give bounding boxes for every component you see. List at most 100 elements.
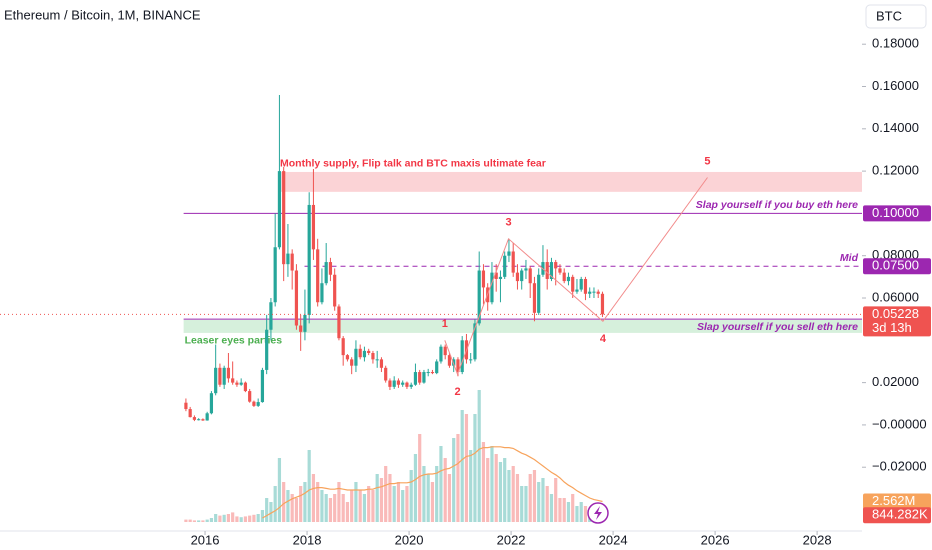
volume-bar xyxy=(277,458,282,522)
x-tick-label: 2018 xyxy=(293,532,322,547)
volume-bar xyxy=(311,474,316,522)
candle-body xyxy=(452,359,456,366)
candle-body xyxy=(324,262,328,284)
volume-bar xyxy=(477,390,481,522)
volume-bar xyxy=(209,518,214,522)
candle-body xyxy=(371,353,375,360)
volume-bar xyxy=(354,482,358,522)
candle-body xyxy=(282,171,286,265)
level-tag-bg xyxy=(863,205,931,222)
volume-bar xyxy=(362,494,367,522)
candle-body xyxy=(490,272,494,303)
candle-body xyxy=(248,391,252,402)
volume-bar xyxy=(307,450,311,522)
volume-bar xyxy=(447,474,452,522)
volume-bar xyxy=(443,458,447,522)
currency-button[interactable] xyxy=(865,4,927,29)
candle-body xyxy=(545,262,549,279)
volume-bar xyxy=(566,502,571,522)
candle-body xyxy=(571,276,575,292)
volume-bar xyxy=(549,494,554,522)
candle-body xyxy=(520,270,524,282)
candle-body xyxy=(503,255,507,277)
volume-bar xyxy=(575,506,579,522)
candle-body xyxy=(384,367,388,381)
candle-body xyxy=(524,268,528,271)
candle-body xyxy=(256,402,260,406)
volume-bar xyxy=(481,442,486,522)
volume-bar xyxy=(409,470,413,522)
volume-bar xyxy=(418,434,422,522)
zone xyxy=(279,171,862,192)
last-price-tag-bg xyxy=(863,306,931,337)
x-tick-label: 2028 xyxy=(803,532,832,547)
volume-bar xyxy=(273,486,277,522)
volume-bar xyxy=(426,474,430,522)
volume-bar xyxy=(503,458,507,522)
candle-body xyxy=(558,268,562,273)
candle-body xyxy=(358,348,362,358)
candle-body xyxy=(401,382,405,385)
candle-body xyxy=(460,340,464,373)
volume-bar xyxy=(337,482,341,522)
volume-bar xyxy=(269,502,273,522)
candle-body xyxy=(439,346,443,362)
candle-body xyxy=(469,359,473,361)
volume-bar xyxy=(333,494,337,522)
y-tick-label: 0.18000 xyxy=(872,36,919,51)
volume-bar xyxy=(218,515,222,522)
volume-bar xyxy=(320,490,324,522)
candle-body xyxy=(303,314,307,332)
volume-bar xyxy=(392,486,396,522)
volume-bar xyxy=(256,514,260,522)
candle-body xyxy=(337,306,341,339)
level-tag-bg xyxy=(863,258,931,275)
volume-bar xyxy=(520,486,524,522)
candle-body xyxy=(192,417,197,420)
volume-bar xyxy=(371,490,375,522)
volume-bar xyxy=(583,506,588,522)
wave-label: 1 xyxy=(442,318,448,330)
volume-bar xyxy=(511,466,515,522)
candle-body xyxy=(422,372,426,383)
volume-bar xyxy=(290,494,294,522)
volume-bar xyxy=(507,470,511,522)
volume-bar xyxy=(469,450,473,522)
candle-body xyxy=(528,268,532,284)
volume-bar xyxy=(222,514,226,522)
candle-body xyxy=(294,270,299,326)
candle-body xyxy=(320,283,324,303)
volume-bar xyxy=(452,438,456,522)
volume-bar xyxy=(524,486,528,522)
candle-body xyxy=(583,278,588,294)
volume-bar xyxy=(299,486,303,522)
volume-bar xyxy=(358,490,362,522)
candle-body xyxy=(260,369,265,403)
last-price-tag: 0.05228 xyxy=(872,306,919,321)
volume-bar xyxy=(388,474,392,522)
wave-label: 4 xyxy=(600,333,607,345)
zone xyxy=(183,319,862,333)
candle-body xyxy=(515,272,520,282)
candle-body xyxy=(562,272,566,282)
volume-bar xyxy=(201,520,205,522)
y-tick-label: 0.02000 xyxy=(872,374,919,389)
candle-body xyxy=(532,283,537,313)
volume-bar xyxy=(265,498,269,522)
candle-body xyxy=(205,413,209,421)
candle-body xyxy=(333,274,337,307)
candle-body xyxy=(269,302,273,330)
candle-body xyxy=(350,359,354,366)
currency-label[interactable]: BTC xyxy=(876,8,902,23)
volume-bar xyxy=(239,517,243,522)
level-note: Mid xyxy=(840,252,859,264)
volume-bar xyxy=(541,478,545,522)
candle-body xyxy=(354,348,358,366)
volume-bar xyxy=(396,482,401,522)
candle-body xyxy=(600,293,605,315)
candle-body xyxy=(498,276,503,279)
level-tag: 0.07500 xyxy=(872,258,919,273)
candle-body xyxy=(328,262,333,275)
candle-body xyxy=(286,253,290,265)
candle-body xyxy=(341,338,345,356)
